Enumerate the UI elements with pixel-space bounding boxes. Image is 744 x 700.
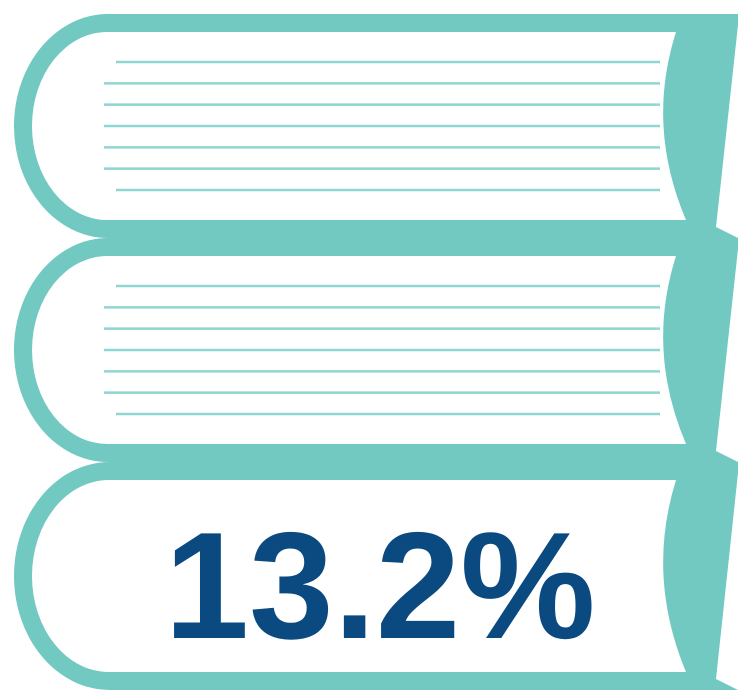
book-pages-3 [31,480,686,672]
stat-value: 13.2% [165,501,596,671]
books-group [14,14,739,690]
